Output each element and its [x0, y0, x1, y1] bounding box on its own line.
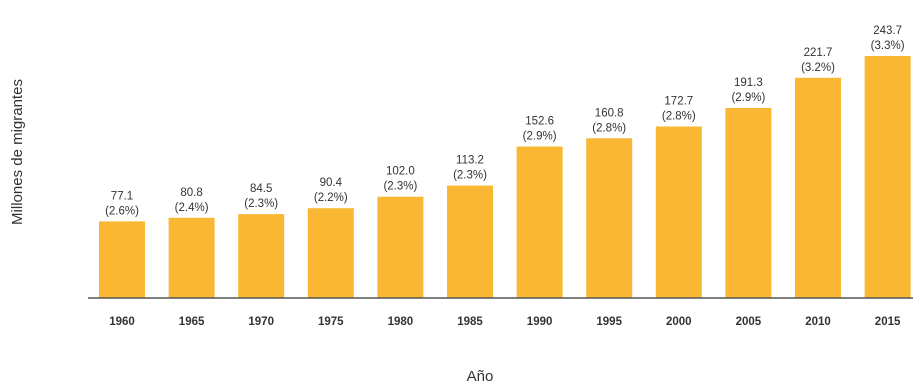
x-tick-1965: 1965 — [179, 316, 205, 328]
x-tick-1995: 1995 — [596, 316, 622, 328]
percent-label-1985: (2.3%) — [453, 170, 487, 182]
value-label-1960: 77.1 — [111, 190, 133, 202]
bar-1995 — [586, 138, 633, 298]
percent-label-1990: (2.9%) — [523, 131, 557, 143]
bar-2000 — [655, 126, 702, 298]
bar-1960 — [99, 221, 145, 298]
percent-label-1970: (2.3%) — [244, 198, 278, 210]
percent-label-2015: (3.3%) — [871, 40, 905, 52]
bar-2015 — [864, 56, 911, 298]
bars-group — [99, 56, 911, 298]
x-tick-1985: 1985 — [457, 316, 483, 328]
value-label-2010: 221.7 — [804, 47, 833, 59]
x-tick-1980: 1980 — [388, 316, 414, 328]
x-tick-2010: 2010 — [805, 316, 831, 328]
x-tick-1960: 1960 — [109, 316, 135, 328]
bar-1980 — [377, 196, 424, 298]
x-tick-1975: 1975 — [318, 316, 344, 328]
y-axis-title: Millones de migrantes — [9, 79, 26, 225]
percent-label-1995: (2.8%) — [592, 122, 626, 134]
bar-2010 — [795, 77, 841, 298]
x-axis-title: Año — [467, 368, 494, 385]
x-tick-2015: 2015 — [875, 316, 901, 328]
value-label-2005: 191.3 — [734, 77, 763, 89]
x-tick-2005: 2005 — [736, 316, 762, 328]
bar-labels-group: 77.1 (2.6%) 80.8 (2.4%) 84.5 (2.3%) 90.4 (2.2%)… — [105, 25, 905, 217]
percent-label-1960: (2.6%) — [105, 205, 139, 217]
value-label-1995: 160.8 — [595, 107, 624, 119]
percent-label-2000: (2.8%) — [662, 111, 696, 123]
value-label-1980: 102.0 — [386, 166, 415, 178]
x-tick-labels: 1960 1965 1970 1975 1980 1985 1990 1995 2000 2005… — [109, 316, 901, 328]
value-label-2000: 172.7 — [664, 96, 693, 108]
value-label-1975: 90.4 — [320, 177, 343, 189]
percent-label-1975: (2.2%) — [314, 192, 348, 204]
value-label-1965: 80.8 — [180, 187, 202, 199]
value-label-2015: 243.7 — [873, 25, 902, 37]
bar-1990 — [516, 146, 563, 298]
percent-label-1965: (2.4%) — [175, 202, 209, 214]
percent-label-1980: (2.3%) — [383, 181, 417, 193]
percent-label-2010: (3.2%) — [801, 62, 835, 74]
percent-label-2005: (2.9%) — [731, 92, 765, 104]
bar-1975 — [307, 208, 354, 298]
bar-1970 — [238, 214, 285, 298]
x-tick-1970: 1970 — [248, 316, 274, 328]
x-tick-2000: 2000 — [666, 316, 692, 328]
value-label-1970: 84.5 — [250, 183, 272, 195]
value-label-1985: 113.2 — [456, 155, 484, 167]
bar-2005 — [725, 108, 772, 298]
bar-1965 — [168, 217, 215, 298]
value-label-1990: 152.6 — [525, 116, 554, 128]
x-tick-1990: 1990 — [527, 316, 553, 328]
bar-1985 — [447, 185, 493, 298]
